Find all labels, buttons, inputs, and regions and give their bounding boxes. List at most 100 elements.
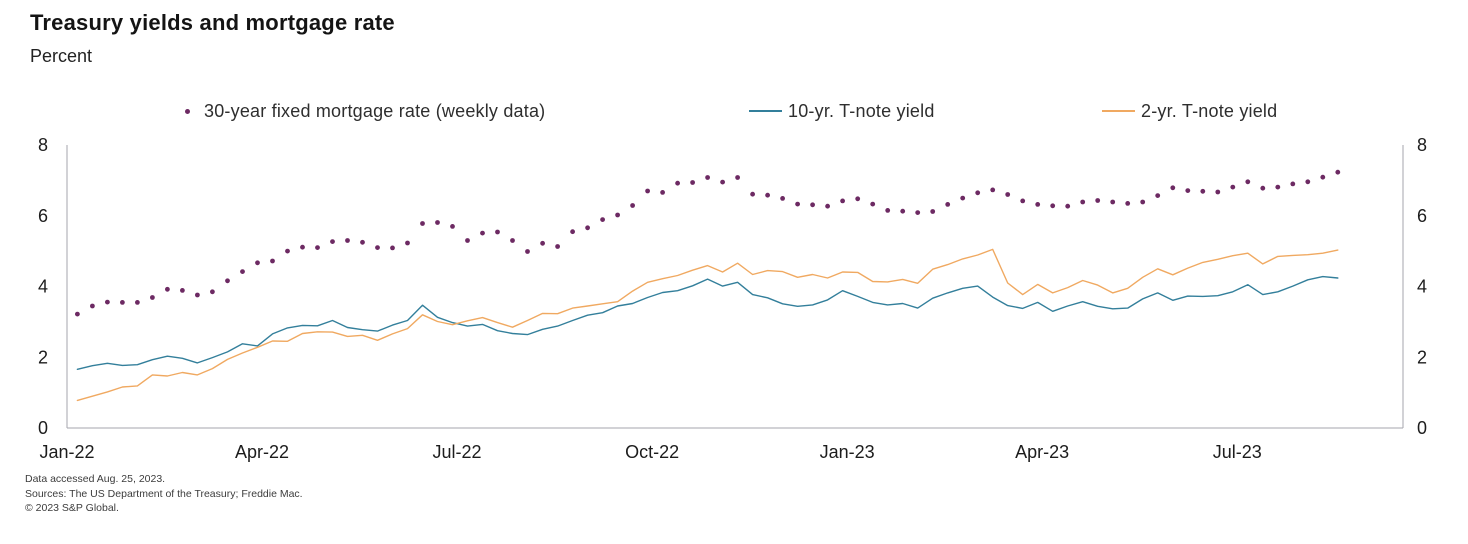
legend-item-mortgage-rate: 30-year fixed mortgage rate (weekly data… bbox=[185, 100, 545, 122]
data-point bbox=[810, 202, 815, 208]
data-point bbox=[75, 311, 80, 317]
y-axis-tick-label-left: 0 bbox=[38, 418, 48, 438]
data-point bbox=[1215, 189, 1221, 195]
data-point bbox=[885, 208, 891, 213]
series-30-year-fixed-mortgage-rate-weekly-data bbox=[75, 169, 1341, 317]
data-point bbox=[930, 209, 936, 214]
data-point bbox=[90, 303, 95, 309]
data-point bbox=[570, 229, 575, 235]
data-point bbox=[525, 249, 530, 254]
data-point bbox=[870, 201, 876, 207]
data-point bbox=[1275, 184, 1281, 190]
data-point bbox=[510, 238, 515, 243]
data-point bbox=[1245, 179, 1251, 185]
data-point bbox=[1200, 188, 1206, 194]
data-point bbox=[1125, 201, 1131, 206]
legend-item-2yr-yield: 2-yr. T-note yield bbox=[1102, 100, 1277, 122]
data-point bbox=[705, 175, 710, 180]
legend-label: 30-year fixed mortgage rate (weekly data… bbox=[204, 100, 546, 121]
data-point bbox=[1260, 185, 1266, 191]
data-point bbox=[840, 198, 845, 204]
mortgage-rate-dot-marker bbox=[185, 108, 190, 114]
data-point bbox=[1050, 203, 1056, 209]
data-point bbox=[1020, 198, 1026, 204]
data-point bbox=[765, 192, 770, 198]
y-axis-tick-label-right: 6 bbox=[1417, 206, 1427, 226]
data-point bbox=[1080, 199, 1086, 205]
data-point bbox=[150, 295, 155, 300]
x-axis-tick-label: Apr-23 bbox=[1015, 442, 1069, 462]
legend-item-10yr-yield: 10-yr. T-note yield bbox=[749, 100, 935, 122]
data-point bbox=[495, 229, 500, 235]
data-point bbox=[375, 245, 380, 251]
data-point bbox=[1305, 179, 1311, 185]
data-point bbox=[450, 224, 455, 229]
data-point bbox=[660, 190, 665, 195]
data-point bbox=[1335, 169, 1341, 175]
two-year-line-marker bbox=[1102, 110, 1135, 112]
data-point bbox=[1185, 188, 1191, 194]
data-point bbox=[180, 288, 185, 293]
data-point bbox=[1170, 185, 1176, 191]
data-point bbox=[750, 191, 755, 197]
data-point bbox=[360, 239, 365, 245]
data-point bbox=[945, 202, 951, 207]
data-point bbox=[990, 187, 996, 193]
series-2-yr-t-note-yield bbox=[76, 248, 1339, 402]
y-axis-tick-label-left: 6 bbox=[38, 206, 48, 226]
data-point bbox=[240, 269, 245, 274]
footnote-copyright: © 2023 S&P Global. bbox=[25, 502, 119, 515]
data-point bbox=[960, 195, 966, 201]
series-10-yr-t-note-yield bbox=[76, 275, 1339, 370]
data-point bbox=[690, 180, 695, 185]
data-point bbox=[675, 180, 680, 186]
data-point bbox=[555, 244, 560, 249]
data-point bbox=[1155, 193, 1161, 199]
data-point bbox=[630, 203, 635, 208]
footnote-sources: Sources: The US Department of the Treasu… bbox=[25, 487, 303, 500]
chart-unit-label: Percent bbox=[30, 46, 93, 66]
y-axis-tick-label-left: 8 bbox=[38, 135, 48, 155]
data-point bbox=[975, 190, 981, 196]
data-point bbox=[720, 179, 725, 185]
data-point bbox=[1110, 199, 1116, 205]
y-axis-tick-label-left: 2 bbox=[38, 347, 48, 367]
data-point bbox=[345, 238, 350, 243]
data-point bbox=[645, 188, 650, 194]
data-point bbox=[300, 244, 305, 250]
legend-label: 2-yr. T-note yield bbox=[1141, 100, 1278, 121]
data-point bbox=[780, 196, 785, 201]
data-point bbox=[1290, 181, 1296, 187]
footnotes: Data accessed Aug. 25, 2023. Sources: Th… bbox=[25, 472, 303, 516]
data-point bbox=[1065, 203, 1071, 209]
y-axis-tick-label-right: 8 bbox=[1417, 135, 1427, 155]
legend-label: 10-yr. T-note yield bbox=[788, 100, 935, 121]
data-point bbox=[825, 203, 830, 209]
x-axis-tick-label: Jan-23 bbox=[820, 442, 875, 462]
y-axis-tick-label-right: 4 bbox=[1417, 277, 1427, 297]
data-point bbox=[465, 238, 470, 243]
data-line bbox=[76, 248, 1339, 402]
data-point bbox=[1095, 198, 1101, 203]
y-axis-tick-label-right: 0 bbox=[1417, 418, 1427, 438]
data-point bbox=[615, 212, 620, 218]
footnote-data-accessed: Data accessed Aug. 25, 2023. bbox=[25, 473, 166, 485]
data-point bbox=[795, 201, 800, 207]
data-point bbox=[585, 225, 590, 231]
data-point bbox=[255, 260, 260, 266]
data-point bbox=[1005, 192, 1011, 197]
data-point bbox=[135, 300, 140, 305]
data-point bbox=[285, 248, 290, 254]
y-axis-tick-label-left: 4 bbox=[38, 277, 48, 297]
x-axis-tick-label: Jan-22 bbox=[39, 442, 94, 462]
data-point bbox=[405, 240, 410, 246]
data-point bbox=[225, 278, 230, 284]
data-point bbox=[1140, 199, 1146, 205]
data-point bbox=[1320, 174, 1326, 180]
data-point bbox=[600, 217, 605, 223]
x-axis-tick-label: Oct-22 bbox=[625, 442, 679, 462]
data-line bbox=[76, 275, 1339, 370]
data-point bbox=[540, 240, 545, 246]
